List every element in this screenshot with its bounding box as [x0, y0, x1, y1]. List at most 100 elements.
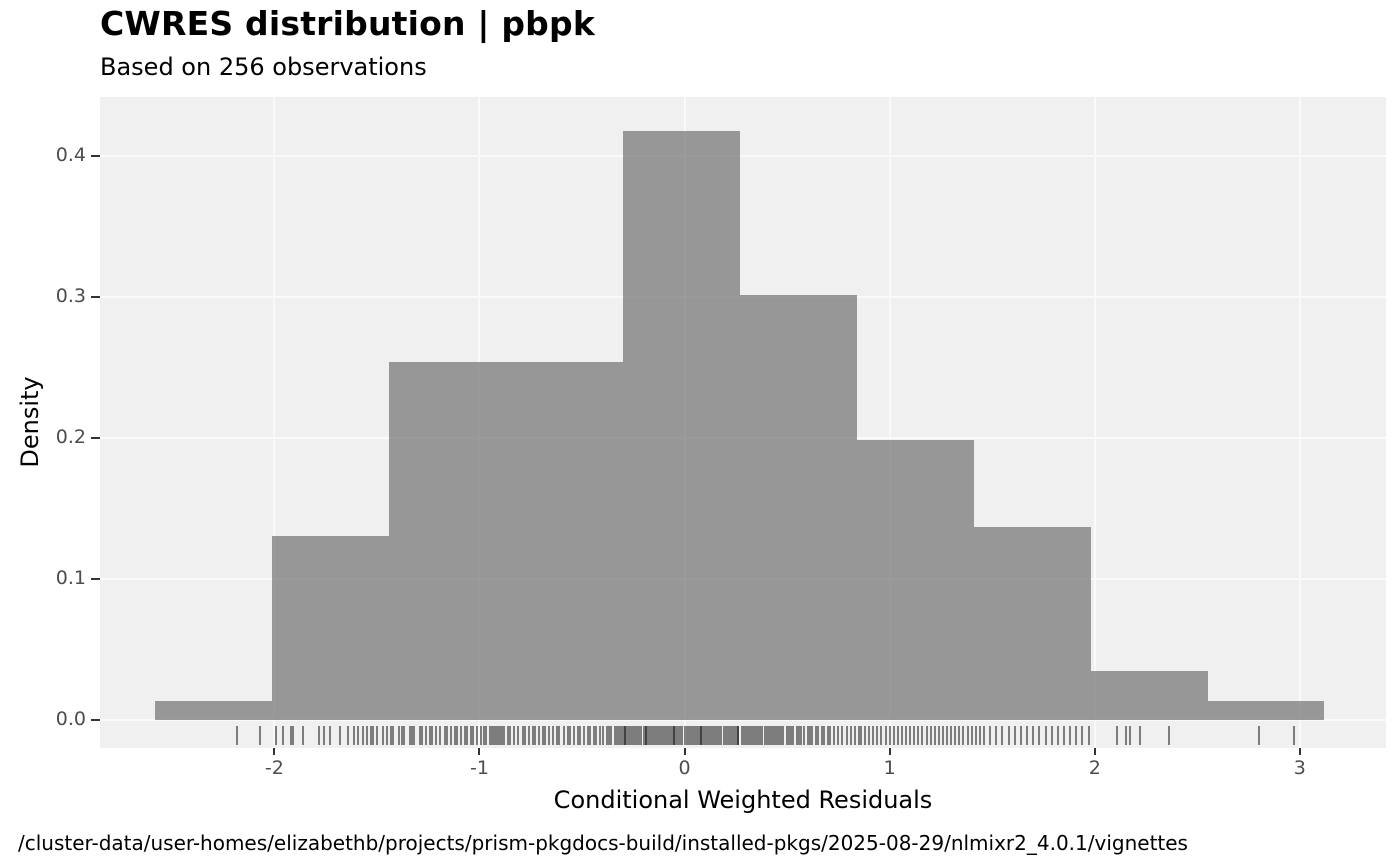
rug-mark: [562, 726, 565, 745]
rug-mark: [626, 726, 629, 745]
rug-mark: [1087, 726, 1090, 745]
rug-mark: [734, 726, 737, 745]
rug-mark: [617, 726, 620, 745]
rug-mark: [498, 726, 501, 745]
rug-mark: [644, 726, 647, 745]
rug-mark: [615, 726, 618, 745]
plot-subtitle: Based on 256 observations: [100, 53, 427, 81]
rug-mark: [609, 726, 612, 745]
rug-mark: [464, 726, 467, 745]
rug-mark: [888, 726, 891, 745]
rug-mark: [892, 726, 895, 745]
rug-mark: [689, 726, 692, 745]
rug-mark: [624, 726, 627, 745]
caption-path: /cluster-data/user-homes/elizabethb/proj…: [18, 831, 1188, 855]
rug-mark: [802, 726, 805, 745]
rug-mark: [753, 726, 756, 745]
rug-mark: [291, 726, 294, 745]
rug-mark: [693, 726, 696, 745]
rug-mark: [777, 726, 780, 745]
rug-mark: [1026, 726, 1029, 745]
rug-mark: [1001, 726, 1004, 745]
rug-mark: [656, 726, 659, 745]
y-axis-tick: [91, 155, 100, 158]
y-axis-tick-label: 0.4: [55, 144, 86, 167]
rug-mark: [552, 726, 555, 745]
rug-mark: [258, 726, 261, 745]
rug-mark: [1019, 726, 1022, 745]
histogram-bar: [1090, 671, 1208, 720]
rug-mark: [328, 726, 331, 745]
rug-mark: [722, 726, 725, 745]
rug-mark: [773, 726, 776, 745]
rug-mark: [425, 726, 428, 745]
x-axis-tick-label: -1: [469, 757, 489, 779]
rug-mark: [759, 726, 762, 745]
x-axis-tick-label: -2: [264, 757, 284, 779]
rug-mark: [523, 726, 526, 745]
rug-mark: [714, 726, 717, 745]
rug-mark: [683, 726, 686, 745]
x-axis-tick: [888, 748, 891, 755]
rug-mark: [687, 726, 690, 745]
rug-mark: [820, 726, 823, 745]
rug-mark: [718, 726, 721, 745]
rug-mark: [1032, 726, 1035, 745]
rug-mark: [431, 726, 434, 745]
rug-mark: [533, 726, 536, 745]
rug-mark: [658, 726, 661, 745]
rug-mark: [798, 726, 801, 745]
rug-mark: [338, 726, 341, 745]
rug-mark: [1069, 726, 1072, 745]
rug-mark: [322, 726, 325, 745]
rug-mark: [595, 726, 598, 745]
rug-mark: [681, 726, 684, 745]
rug-mark: [730, 726, 733, 745]
rug-mark: [667, 726, 670, 745]
rug-mark: [638, 726, 641, 745]
rug-mark: [572, 726, 575, 745]
rug-mark: [751, 726, 754, 745]
rug-mark: [1128, 726, 1131, 745]
rug-mark: [925, 726, 928, 745]
rug-mark: [995, 726, 998, 745]
rug-mark: [412, 726, 415, 745]
rug-mark: [786, 726, 789, 745]
y-axis-tick-label: 0.3: [55, 285, 86, 308]
rug-mark: [628, 726, 631, 745]
rug-mark: [494, 726, 497, 745]
rug-mark: [636, 726, 639, 745]
rug-mark: [1167, 726, 1170, 745]
rug-mark: [482, 726, 485, 745]
plot-title: CWRES distribution | pbpk: [100, 4, 595, 43]
rug-mark: [675, 726, 678, 745]
rug-mark: [913, 726, 916, 745]
rug-mark: [1257, 726, 1260, 745]
rug-mark: [435, 726, 438, 745]
rug-mark: [466, 726, 469, 745]
rug-mark: [720, 726, 723, 745]
rug-mark: [587, 726, 590, 745]
rug-mark: [589, 726, 592, 745]
rug-mark: [978, 726, 981, 745]
rug-mark: [480, 726, 483, 745]
rug-mark: [503, 726, 506, 745]
gridline-v: [273, 97, 276, 748]
rug-mark: [371, 726, 374, 745]
rug-mark: [1056, 726, 1059, 745]
rug-mark: [449, 726, 452, 745]
rug-mark: [459, 726, 462, 745]
rug-mark: [496, 726, 499, 745]
rug-mark: [578, 726, 581, 745]
rug-mark: [745, 726, 748, 745]
rug-mark: [1116, 726, 1119, 745]
rug-mark: [492, 726, 495, 745]
rug-mark: [857, 726, 860, 745]
rug-mark: [1050, 726, 1053, 745]
rug-mark: [537, 726, 540, 745]
x-axis-tick: [1093, 748, 1096, 755]
y-axis-tick-label: 0.0: [55, 707, 86, 730]
rug-mark: [962, 726, 965, 745]
rug-mark: [872, 726, 875, 745]
rug-mark: [421, 726, 423, 745]
